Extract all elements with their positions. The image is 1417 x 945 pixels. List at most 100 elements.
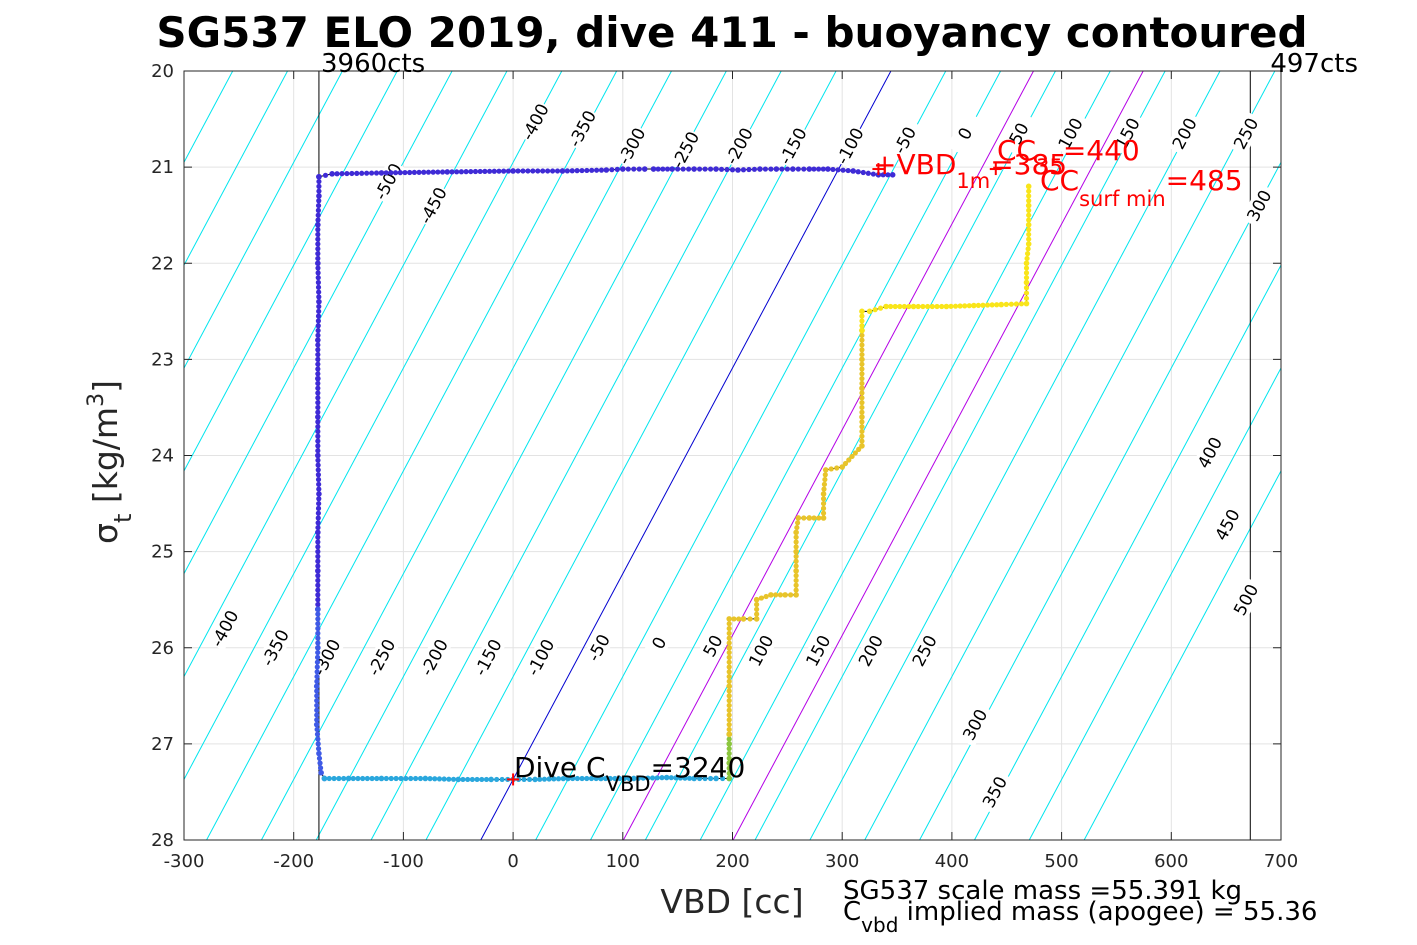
- profile-point: [726, 630, 732, 636]
- profile-point: [318, 769, 324, 776]
- profile-point: [436, 776, 443, 782]
- profile-point: [726, 616, 733, 622]
- profile-point: [321, 775, 328, 782]
- profile-point: [315, 260, 321, 267]
- profile-point: [315, 371, 321, 377]
- profile-point: [839, 464, 845, 470]
- profile-point: [368, 170, 375, 176]
- profile-point: [313, 721, 320, 728]
- profile-point: [856, 446, 862, 453]
- profile-point: [859, 351, 865, 358]
- profile-point: [315, 558, 321, 564]
- profile-point: [971, 302, 977, 309]
- contour-label-bg: [906, 628, 943, 673]
- profile-point: [614, 166, 620, 172]
- profile-point: [664, 166, 671, 172]
- profile-point: [1013, 301, 1020, 307]
- profile-point: [364, 170, 370, 176]
- profile-point: [740, 167, 747, 173]
- profile-point: [793, 573, 799, 579]
- profile-point: [501, 168, 507, 174]
- profile-point: [315, 361, 321, 367]
- profile-point: [315, 424, 321, 430]
- profile-point: [315, 390, 321, 396]
- profile-point: [315, 467, 321, 473]
- profile-point: [801, 166, 807, 172]
- profile-point: [315, 385, 321, 391]
- profile-point: [559, 168, 566, 174]
- contour-label-bg: [363, 635, 400, 680]
- profile-point: [416, 169, 422, 175]
- profile-point: [315, 621, 321, 627]
- contour-label-bg: [1052, 111, 1089, 156]
- profile-point: [316, 500, 322, 507]
- contour-label-bg: [1191, 430, 1228, 475]
- profile-point: [315, 227, 321, 233]
- profile-point: [754, 601, 760, 608]
- profile-point: [822, 476, 828, 483]
- profile-point: [315, 347, 321, 353]
- profile-point: [793, 539, 799, 545]
- profile-point: [408, 775, 414, 782]
- profile-point: [859, 342, 865, 348]
- profile-point: [549, 168, 556, 174]
- profile-point: [454, 169, 460, 175]
- profile-point: [1023, 270, 1030, 276]
- contour-label-bg: [415, 635, 453, 680]
- profile-point: [315, 404, 321, 411]
- profile-point: [655, 166, 661, 172]
- profile-point: [1018, 301, 1025, 307]
- profile-point: [315, 597, 321, 603]
- profile-point: [816, 515, 822, 521]
- profile-point: [315, 279, 321, 286]
- contour-label-bg: [516, 99, 554, 145]
- profile-point: [754, 606, 760, 612]
- profile-point: [1023, 295, 1030, 301]
- profile-point: [315, 448, 321, 454]
- profile-point: [751, 166, 758, 172]
- profile-point: [505, 168, 511, 174]
- profile-point: [821, 486, 827, 492]
- profile-point: [315, 568, 321, 574]
- profile-point: [811, 166, 817, 172]
- profile-point: [393, 775, 399, 782]
- profile-point: [686, 166, 692, 172]
- contour-label-bg: [414, 183, 452, 228]
- profile-point: [314, 707, 320, 713]
- y-axis-label: σt [kg/m3]: [84, 380, 137, 544]
- profile-point: [726, 673, 732, 680]
- profile-point: [555, 776, 562, 782]
- profile-point: [859, 356, 865, 363]
- profile-point: [315, 741, 321, 747]
- contour-line: [315, 71, 727, 840]
- profile-point: [820, 166, 826, 172]
- profile-point: [315, 736, 321, 742]
- profile-point: [564, 168, 570, 174]
- profile-point: [720, 775, 726, 782]
- profile-point: [820, 491, 827, 497]
- y-tick-label: 22: [151, 253, 174, 274]
- profile-point: [314, 702, 320, 709]
- x-tick-label: 400: [935, 851, 969, 872]
- profile-point: [1026, 193, 1032, 199]
- profile-point: [1025, 202, 1032, 209]
- profile-point: [546, 776, 552, 782]
- contour-label-bg: [580, 625, 617, 671]
- profile-point: [806, 515, 813, 521]
- profile-point: [925, 303, 931, 310]
- profile-point: [849, 453, 855, 460]
- profile-point: [316, 303, 322, 310]
- profile-point: [588, 775, 595, 782]
- contour-label-bg: [852, 628, 889, 673]
- contour-label-bg: [640, 620, 678, 666]
- profile-point: [892, 303, 898, 310]
- profile-point: [686, 775, 693, 781]
- profile-point: [315, 553, 321, 560]
- profile-point: [316, 294, 322, 300]
- profile-point: [314, 669, 320, 675]
- profile-point: [589, 167, 595, 173]
- profile-point: [315, 462, 321, 468]
- x-tick-label: 100: [606, 851, 640, 872]
- profile-point: [773, 592, 779, 598]
- profile-point: [816, 166, 822, 172]
